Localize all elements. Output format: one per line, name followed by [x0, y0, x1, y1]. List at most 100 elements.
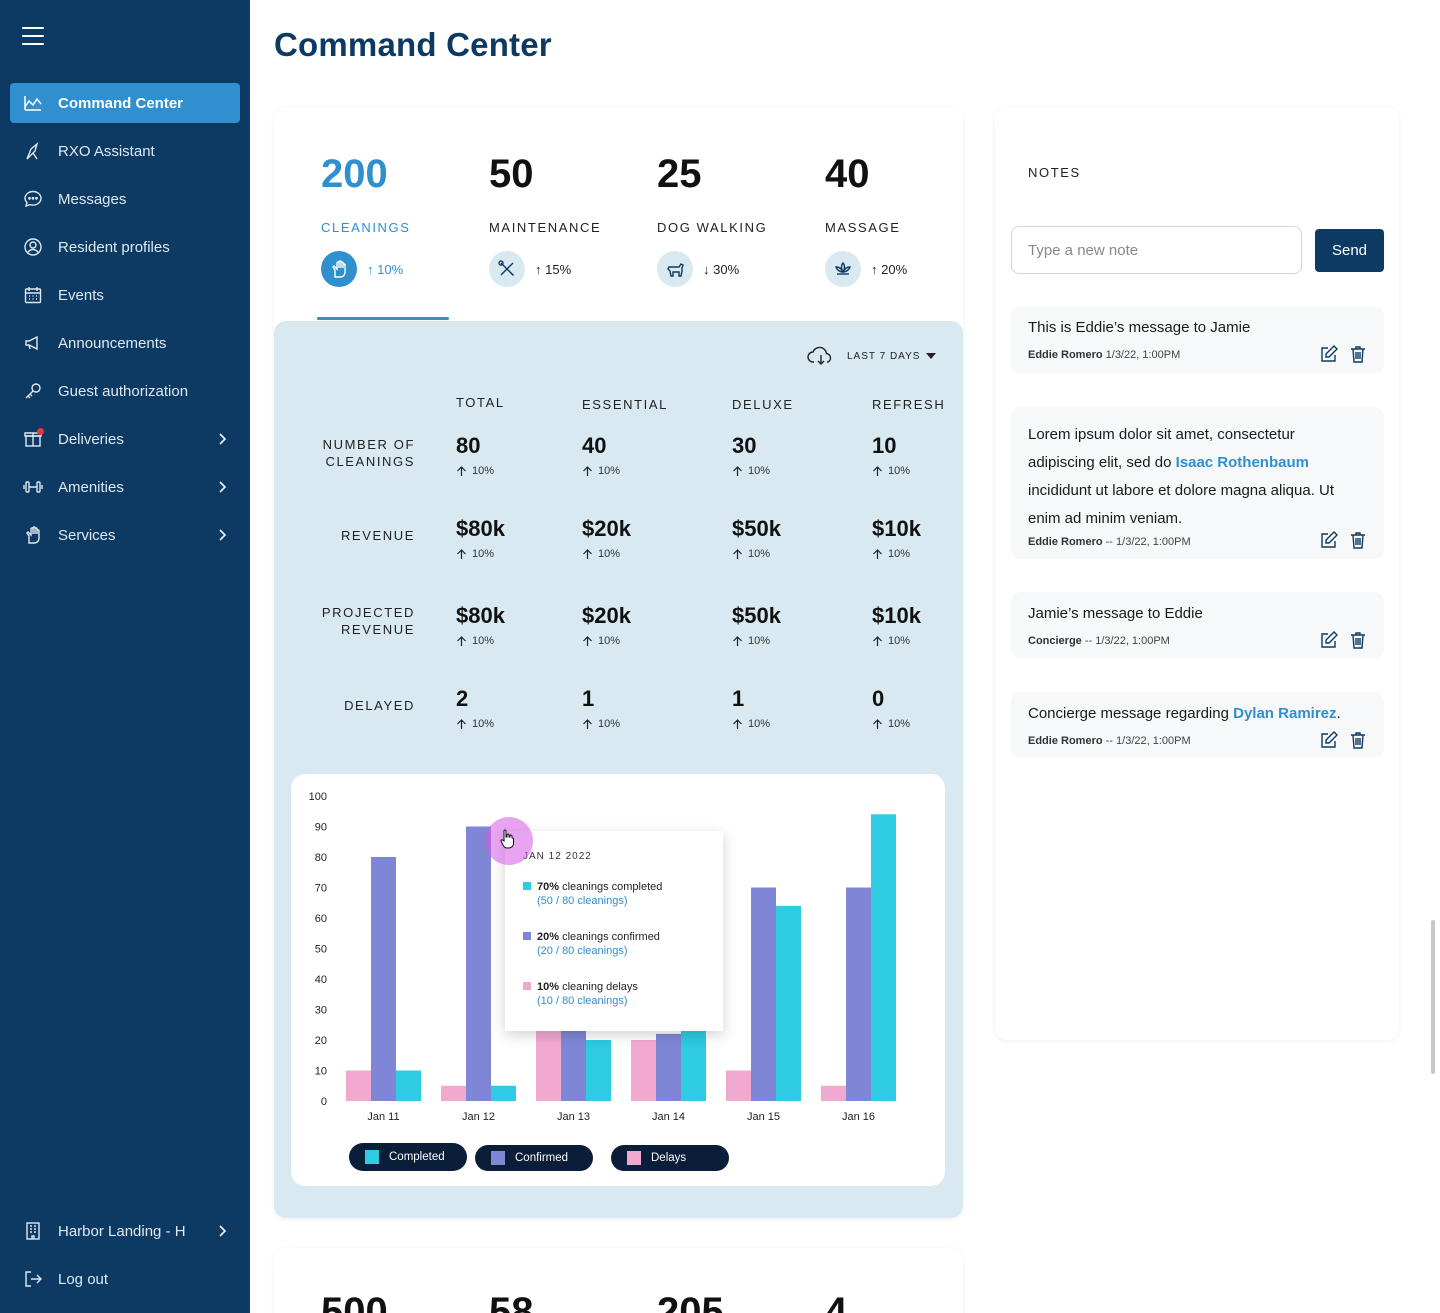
legend-swatch — [491, 1151, 505, 1165]
metric-value: $20k — [582, 516, 631, 541]
metric-change: 10% — [582, 635, 631, 647]
edit-icon[interactable] — [1319, 630, 1339, 650]
trash-icon[interactable] — [1348, 630, 1368, 650]
arrow-up-icon — [457, 718, 466, 729]
tooltip-item: 70% cleanings completed (50 / 80 cleanin… — [523, 881, 662, 907]
metric-value: $20k — [582, 603, 631, 628]
bar-delays[interactable] — [726, 1070, 751, 1102]
edit-icon[interactable] — [1319, 530, 1339, 550]
bar-delays[interactable] — [631, 1040, 656, 1101]
send-button[interactable]: Send — [1315, 229, 1384, 272]
stat-tab-maintenance[interactable]: 50 MAINTENANCE ↑ 15% — [489, 148, 639, 287]
sidebar-item-services[interactable]: Services — [10, 515, 240, 555]
notification-dot — [37, 428, 44, 435]
bar-completed[interactable] — [491, 1085, 516, 1101]
bar-delays[interactable] — [536, 1030, 561, 1101]
sidebar-item-resident-profiles[interactable]: Resident profiles — [10, 227, 240, 267]
bar-confirmed[interactable] — [846, 887, 871, 1102]
metric-change: 10% — [732, 635, 781, 647]
metric-change: 10% — [872, 465, 910, 477]
y-tick-label: 0 — [321, 1096, 327, 1108]
sidebar-item-rxo-assistant[interactable]: RXO Assistant — [10, 131, 240, 171]
hand-cursor-icon — [500, 829, 514, 849]
metric-value: $80k — [456, 603, 505, 628]
sidebar-item-command-center[interactable]: Command Center — [10, 83, 240, 123]
bar-confirmed[interactable] — [466, 826, 491, 1102]
hand-service-icon — [22, 524, 44, 546]
note-actions — [1310, 344, 1368, 364]
sidebar-item-events[interactable]: Events — [10, 275, 240, 315]
sidebar-item-deliveries[interactable]: Deliveries — [10, 419, 240, 459]
bar-confirmed[interactable] — [656, 1033, 681, 1101]
edit-icon[interactable] — [1319, 344, 1339, 364]
sidebar-item-amenities[interactable]: Amenities — [10, 467, 240, 507]
tooltip-swatch — [523, 932, 531, 940]
chart-tooltip: JAN 12 2022 70% cleanings completed (50 … — [505, 831, 723, 1031]
row-label: NUMBER OF CLEANINGS — [322, 437, 415, 469]
bar-completed[interactable] — [586, 1040, 611, 1101]
bar-confirmed[interactable] — [751, 887, 776, 1102]
stats-card: 200 CLEANINGS ↑ 10% 50 MAINTENANCE ↑ 15%… — [274, 108, 963, 1218]
x-tick-label: Jan 12 — [462, 1111, 495, 1123]
tooltip-item: 20% cleanings confirmed (20 / 80 cleanin… — [523, 931, 660, 957]
notes-panel: NOTES Send This is Eddie’s message to Ja… — [995, 108, 1399, 1040]
metric-cell: 10 10% — [872, 433, 910, 477]
legend-confirmed[interactable]: Confirmed — [475, 1145, 593, 1171]
bar-delays[interactable] — [441, 1085, 466, 1101]
stat-tab-cleanings[interactable]: 200 CLEANINGS ↑ 10% — [321, 148, 471, 287]
sidebar: Command Center RXO Assistant Messages Re… — [0, 0, 250, 1313]
stats-card-secondary: 500 58 205 4 — [274, 1248, 963, 1313]
legend-swatch — [627, 1151, 641, 1165]
stat-label: MAINTENANCE — [489, 220, 602, 235]
bar-confirmed[interactable] — [561, 1024, 586, 1101]
chat-bubble-icon — [22, 188, 44, 210]
arrow-up-icon — [873, 465, 882, 476]
stat-value: 50 — [489, 152, 534, 196]
tooltip-date: JAN 12 2022 — [523, 851, 592, 862]
logout-button[interactable]: Log out — [10, 1259, 240, 1299]
bar-completed[interactable] — [776, 905, 801, 1101]
sidebar-item-guest-authorization[interactable]: Guest authorization — [10, 371, 240, 411]
sidebar-item-announcements[interactable]: Announcements — [10, 323, 240, 363]
metric-value: $10k — [872, 603, 921, 628]
y-tick-label: 40 — [315, 974, 327, 986]
bar-completed[interactable] — [396, 1070, 421, 1102]
edit-icon[interactable] — [1319, 730, 1339, 750]
sidebar-item-messages[interactable]: Messages — [10, 179, 240, 219]
y-tick-label: 60 — [315, 913, 327, 925]
legend-completed[interactable]: Completed — [349, 1143, 467, 1171]
trash-icon[interactable] — [1348, 730, 1368, 750]
metric-value: $80k — [456, 516, 505, 541]
bar-delays[interactable] — [821, 1085, 846, 1101]
page-scrollbar[interactable] — [1431, 920, 1435, 1074]
stat-tab-massage[interactable]: 40 MASSAGE ↑ 20% — [825, 148, 975, 287]
logout-label: Log out — [58, 1270, 109, 1288]
x-tick-label: Jan 15 — [747, 1111, 780, 1123]
metric-cell: $80k 10% — [456, 603, 505, 647]
bar-delays[interactable] — [346, 1070, 371, 1102]
trash-icon[interactable] — [1348, 344, 1368, 364]
metric-cell: $50k 10% — [732, 516, 781, 560]
metric-cell: 0 10% — [872, 686, 910, 730]
bar-confirmed[interactable] — [371, 857, 396, 1101]
menu-icon[interactable] — [22, 27, 44, 45]
metric-cell: 80 10% — [456, 433, 494, 477]
property-switcher[interactable]: Harbor Landing - H — [10, 1211, 240, 1251]
arrow-up-icon — [733, 718, 742, 729]
sidebar-item-label: Messages — [58, 190, 127, 208]
resident-link[interactable]: Dylan Ramirez — [1233, 705, 1337, 722]
stat-tab-dog-walking[interactable]: 25 DOG WALKING ↓ 30% — [657, 148, 807, 287]
stat-change: ↓ 30% — [703, 261, 740, 277]
legend-delays[interactable]: Delays — [611, 1145, 729, 1171]
tooltip-item: 10% cleaning delays (10 / 80 cleanings) — [523, 981, 638, 1007]
resident-link[interactable]: Isaac Rothenbaum — [1175, 454, 1309, 471]
arrow-up-icon — [583, 718, 592, 729]
metric-value: 2 — [456, 686, 469, 711]
date-range-dropdown[interactable]: LAST 7 DAYS — [807, 345, 937, 367]
bar-completed[interactable] — [871, 814, 896, 1101]
note-actions — [1310, 630, 1368, 650]
trash-icon[interactable] — [1348, 530, 1368, 550]
column-header: DELUXE — [732, 397, 794, 412]
metric-change: 10% — [872, 635, 921, 647]
new-note-input[interactable] — [1011, 226, 1302, 274]
